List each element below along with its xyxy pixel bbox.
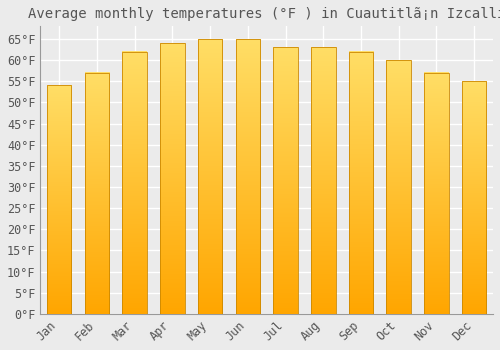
Bar: [348, 52, 374, 314]
Bar: [236, 39, 260, 314]
Bar: [462, 81, 486, 314]
Bar: [122, 52, 147, 314]
Bar: [84, 73, 109, 314]
Bar: [198, 39, 222, 314]
Bar: [274, 48, 298, 314]
Title: Average monthly temperatures (°F ) in Cuautitlã¡n Izcalli: Average monthly temperatures (°F ) in Cu…: [28, 7, 500, 21]
Bar: [311, 48, 336, 314]
Bar: [424, 73, 448, 314]
Bar: [47, 85, 72, 314]
Bar: [386, 60, 411, 314]
Bar: [160, 43, 184, 314]
